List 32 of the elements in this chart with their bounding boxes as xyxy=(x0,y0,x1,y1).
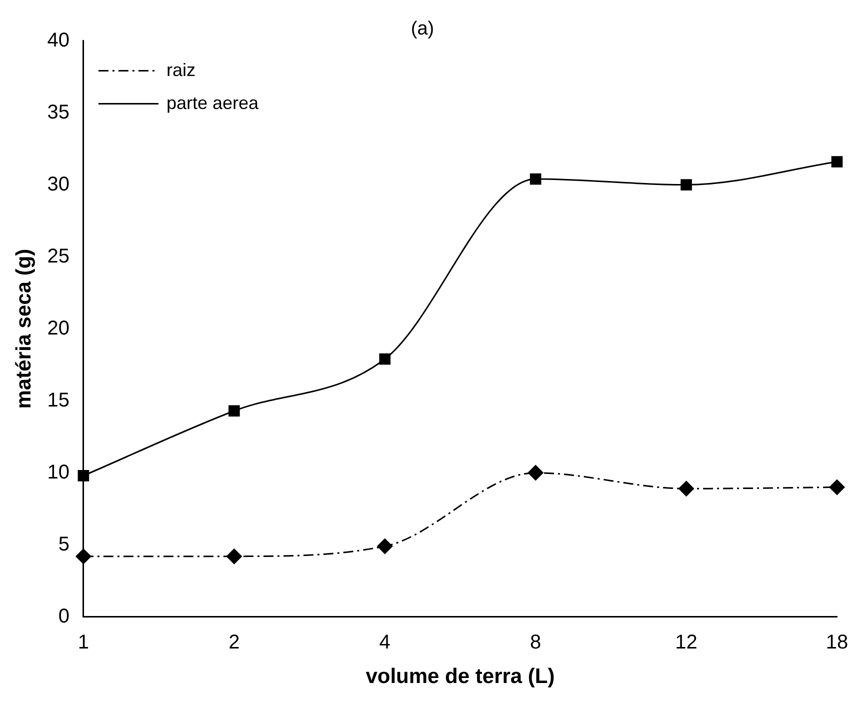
point xyxy=(226,548,242,564)
x-tick-label: 2 xyxy=(228,631,240,654)
y-tick-label: 30 xyxy=(47,173,70,196)
point xyxy=(678,480,694,497)
point xyxy=(78,470,90,482)
y-tick-label: 20 xyxy=(47,317,70,340)
y-axis-title: matéria seca (g) xyxy=(12,248,36,409)
point xyxy=(530,173,542,185)
y-tick-label: 35 xyxy=(47,101,70,124)
y-tick-label: 15 xyxy=(47,389,70,412)
legend-label: raiz xyxy=(166,60,196,80)
x-tick-label: 8 xyxy=(530,631,542,654)
x-tick-label: 18 xyxy=(826,631,848,654)
y-tick-label: 25 xyxy=(47,245,70,268)
point xyxy=(75,548,92,564)
y-tick-label: 10 xyxy=(47,461,70,484)
x-tick-label: 1 xyxy=(78,631,90,654)
x-tick-label: 12 xyxy=(675,631,698,654)
point xyxy=(528,464,544,481)
point xyxy=(680,179,692,190)
x-axis-title: volume de terra (L) xyxy=(366,665,555,688)
point xyxy=(829,479,845,496)
y-tick-label: 0 xyxy=(58,605,70,628)
point xyxy=(379,353,391,365)
chart-title: (a) xyxy=(410,18,434,40)
y-tick-label: 40 xyxy=(47,29,70,52)
point xyxy=(376,538,393,554)
point xyxy=(228,405,240,417)
y-tick-label: 5 xyxy=(58,533,70,556)
legend-label: parte aerea xyxy=(166,92,260,113)
point xyxy=(831,156,843,168)
x-tick-label: 4 xyxy=(379,631,390,654)
